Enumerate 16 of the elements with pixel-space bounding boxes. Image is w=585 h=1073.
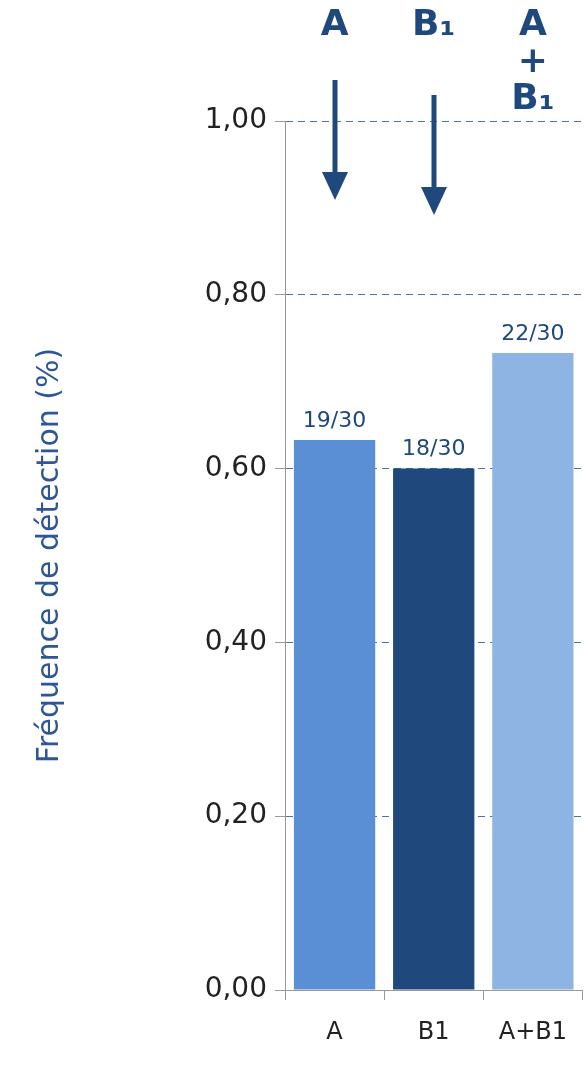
y-tick-label: 0,40 <box>204 623 267 657</box>
x-tick-label: B1 <box>417 1016 450 1045</box>
y-tick-label: 0,60 <box>204 449 267 483</box>
data-label: 22/30 <box>501 319 565 345</box>
y-tick-label: 1,00 <box>204 102 267 136</box>
x-tick-label: A <box>326 1016 344 1045</box>
text: B₁ <box>412 2 456 43</box>
x-tick-label: A+B1 <box>498 1016 567 1045</box>
y-axis-title: Fréquence de détection (%) <box>29 347 65 764</box>
text: A + B₁ <box>510 2 556 117</box>
y-tick-label: 0,20 <box>204 797 267 831</box>
y-tick-label: 0,00 <box>204 971 267 1005</box>
data-label: 19/30 <box>302 406 367 432</box>
text: A <box>320 2 349 43</box>
y-tick-label: 0,80 <box>204 276 267 310</box>
data-label: 18/30 <box>402 435 466 461</box>
